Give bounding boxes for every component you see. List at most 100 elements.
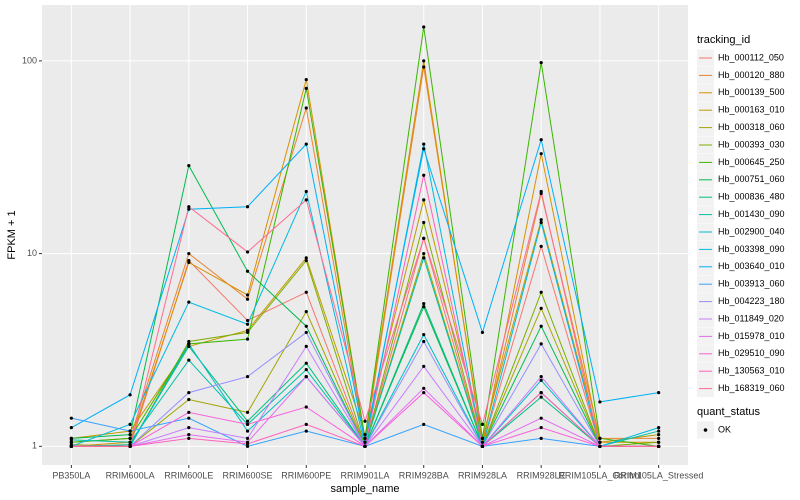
legend-label: Hb_003640_010: [718, 261, 785, 271]
legend-label: Hb_000318_060: [718, 122, 785, 132]
data-point: [539, 218, 543, 222]
data-point: [422, 25, 426, 29]
data-point: [187, 252, 191, 256]
data-point: [245, 205, 250, 209]
data-point: [422, 59, 426, 63]
legend-label: Hb_000163_010: [718, 105, 785, 115]
data-point: [304, 405, 308, 409]
legend-label: Hb_001430_090: [718, 209, 785, 219]
x-tick-label: RRIM928LE: [517, 470, 566, 480]
data-point: [304, 422, 308, 426]
data-point: [304, 368, 308, 372]
legend-label: Hb_002900_040: [718, 226, 785, 236]
data-point: [304, 258, 308, 263]
data-point: [187, 391, 191, 395]
data-point: [657, 444, 661, 448]
legend-label: Hb_000112_050: [718, 52, 784, 62]
data-point: [187, 339, 191, 344]
data-point: [304, 429, 308, 433]
data-point: [657, 433, 661, 437]
data-point: [187, 426, 191, 430]
x-tick-label: RRIM600PE: [281, 470, 331, 480]
data-point: [128, 429, 132, 433]
data-point: [187, 205, 191, 209]
data-point: [422, 302, 426, 306]
data-point: [187, 207, 191, 211]
data-point: [245, 410, 250, 414]
data-point: [539, 189, 543, 194]
x-axis-title: sample_name: [330, 483, 399, 495]
data-point: [363, 444, 367, 448]
data-point: [245, 375, 250, 379]
data-point: [245, 422, 250, 426]
data-point: [657, 436, 661, 440]
data-point: [480, 422, 485, 426]
legend-label: Hb_000645_250: [718, 157, 785, 167]
data-point: [187, 358, 191, 362]
data-point: [422, 236, 426, 240]
data-point: [422, 220, 426, 225]
legend-label: Hb_011849_020: [718, 313, 784, 323]
data-point: [304, 198, 308, 202]
data-point: [245, 293, 250, 297]
data-point: [304, 142, 308, 146]
data-point: [480, 444, 485, 448]
data-point: [539, 220, 543, 225]
data-point: [422, 386, 426, 390]
y-tick-label: 10: [27, 248, 37, 258]
data-point: [363, 436, 367, 440]
x-tick-label: RRIM105LA_Stressed: [614, 470, 704, 480]
data-point: [598, 436, 602, 440]
data-point: [363, 419, 367, 423]
data-point: [422, 142, 426, 146]
x-tick-label: RRIM600LA: [106, 470, 155, 480]
data-point: [422, 391, 426, 395]
data-point: [539, 375, 543, 379]
x-tick-label: RRIM105LA_Control: [558, 470, 641, 480]
legend-title: tracking_id: [697, 34, 750, 46]
data-point: [539, 60, 543, 65]
legend-label: Hb_029510_090: [718, 348, 785, 358]
data-point: [245, 322, 250, 326]
data-point: [422, 198, 426, 202]
data-point: [539, 416, 543, 420]
data-point: [187, 416, 191, 420]
data-point: [245, 297, 250, 301]
data-point: [69, 444, 73, 448]
legend-label: Hb_003398_090: [718, 244, 785, 254]
data-point: [245, 337, 250, 341]
data-point: [245, 429, 250, 433]
legend-label: Hb_004223_180: [718, 296, 785, 306]
y-tick-label: 1: [32, 441, 37, 451]
data-point: [539, 290, 543, 294]
data-point: [304, 324, 308, 328]
data-point: [422, 422, 426, 426]
data-point: [304, 290, 308, 294]
data-point: [245, 318, 250, 323]
x-tick-label: PB350LA: [52, 470, 90, 480]
data-point: [363, 440, 367, 444]
data-point: [128, 440, 132, 444]
data-point: [657, 391, 661, 395]
data-point: [304, 330, 308, 335]
legend-label: Hb_000393_030: [718, 139, 785, 149]
data-point: [187, 260, 191, 265]
data-point: [539, 342, 543, 346]
points: [69, 25, 661, 448]
data-point: [539, 426, 543, 430]
data-point: [304, 86, 308, 90]
data-point: [187, 433, 191, 437]
data-point: [187, 410, 191, 414]
x-tick-label: RRIM600LE: [164, 470, 213, 480]
data-point: [69, 416, 73, 420]
y-tick-label: 100: [22, 55, 37, 65]
data-point: [245, 330, 250, 335]
point-legend-label: OK: [718, 424, 731, 434]
data-point: [422, 305, 426, 309]
data-point: [657, 429, 661, 433]
data-point: [422, 65, 426, 69]
data-point: [657, 426, 661, 430]
legend-label: Hb_000120_880: [718, 70, 785, 80]
data-point: [245, 269, 250, 273]
